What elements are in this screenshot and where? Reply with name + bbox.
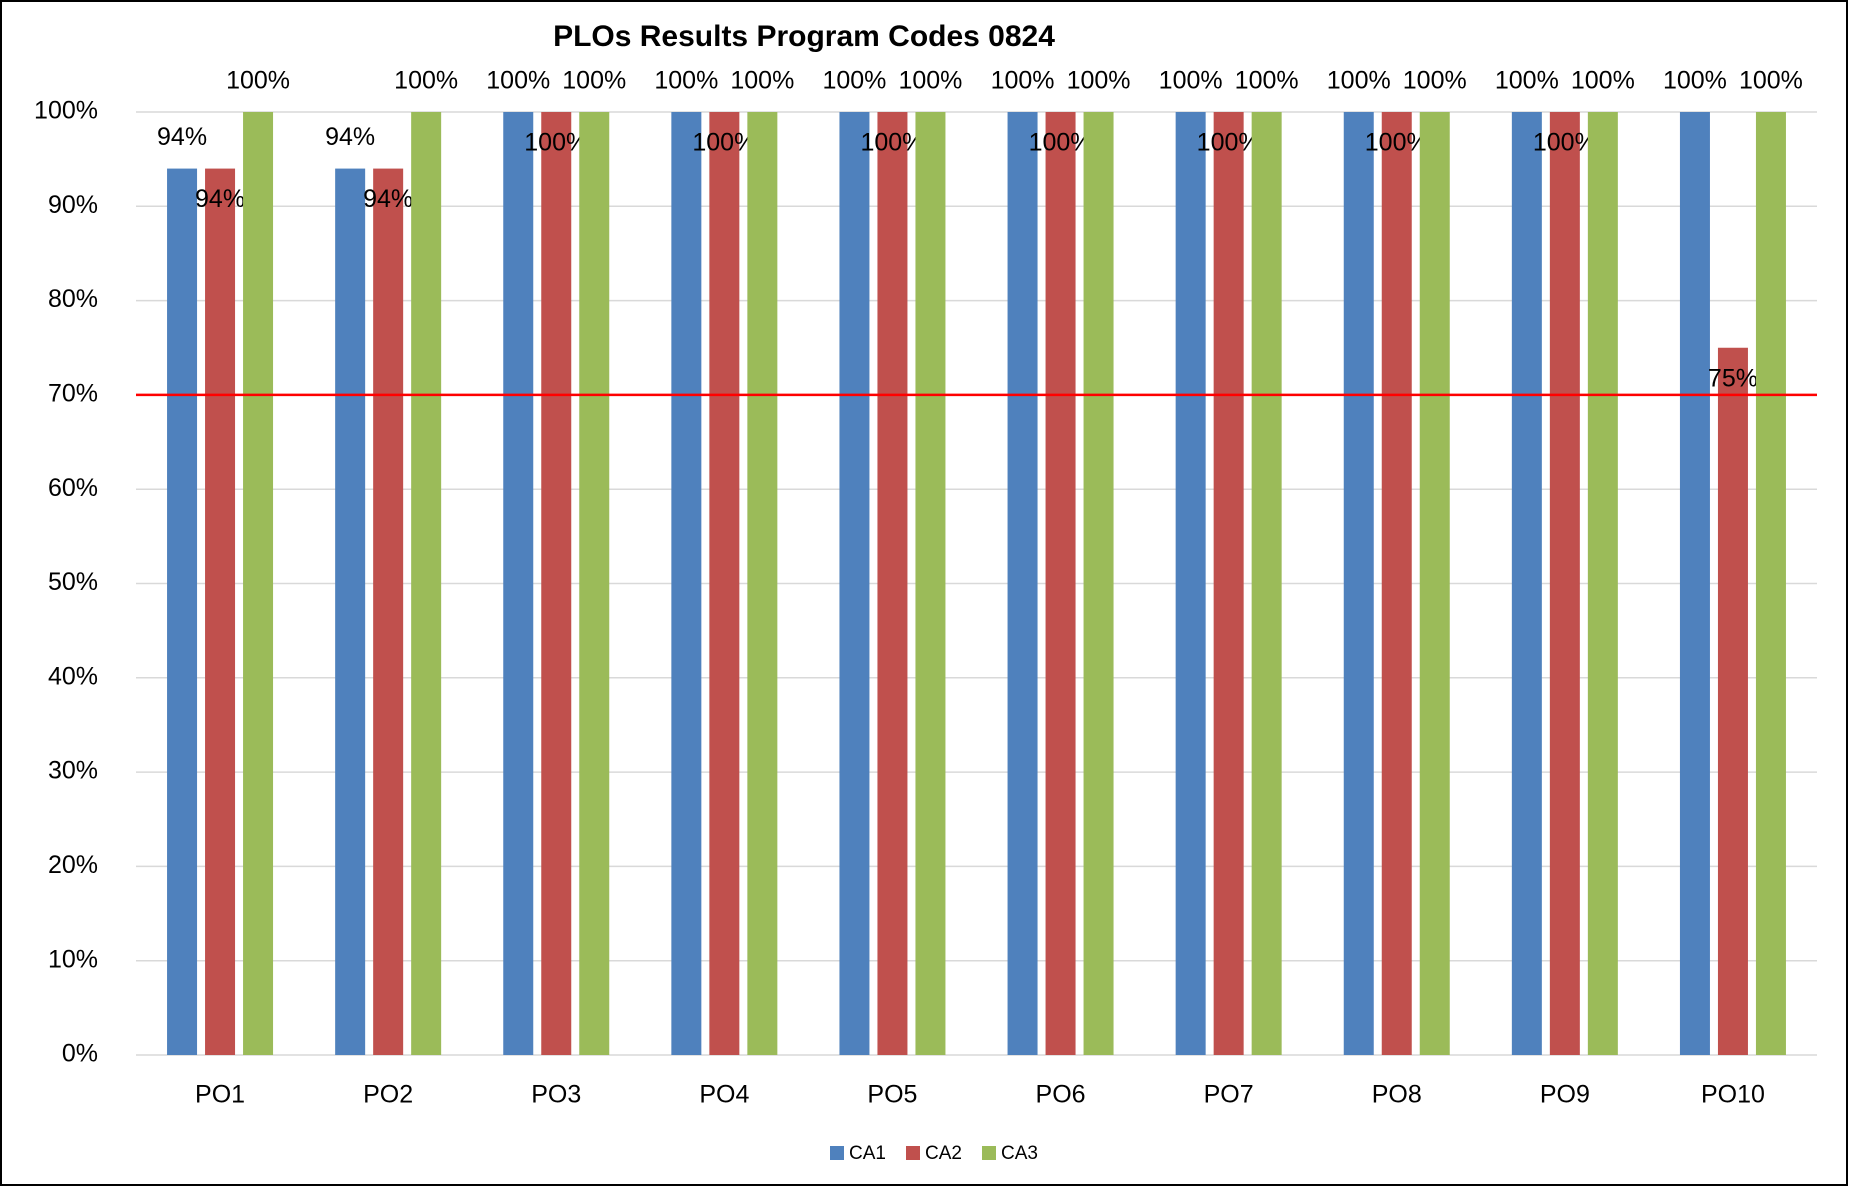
data-label: 100% — [1235, 67, 1299, 95]
data-label: 100% — [898, 67, 962, 95]
bar — [747, 112, 778, 1055]
data-label: 94% — [325, 123, 375, 151]
bar — [709, 112, 740, 1055]
bar — [411, 112, 442, 1055]
bar — [1045, 112, 1076, 1055]
x-tick-label: PO3 — [531, 1081, 581, 1109]
data-label: 100% — [394, 67, 458, 95]
y-tick-label: 10% — [48, 945, 98, 973]
bar — [1511, 112, 1542, 1055]
legend-swatch — [906, 1146, 920, 1160]
data-label: 75% — [1708, 364, 1758, 392]
bar — [1251, 112, 1282, 1055]
y-tick-label: 0% — [62, 1040, 98, 1068]
data-label: 100% — [860, 129, 924, 157]
x-tick-label: PO6 — [1036, 1081, 1086, 1109]
bar — [1007, 112, 1038, 1055]
bar — [1175, 112, 1206, 1055]
data-label: 94% — [363, 185, 413, 213]
bar — [1419, 112, 1450, 1055]
y-tick-label: 60% — [48, 474, 98, 502]
data-label: 100% — [991, 67, 1055, 95]
data-label: 100% — [226, 67, 290, 95]
bar — [205, 168, 236, 1055]
data-label: 100% — [1571, 67, 1635, 95]
y-tick-label: 100% — [34, 97, 98, 125]
bar — [1213, 112, 1244, 1055]
x-tick-label: PO1 — [195, 1081, 245, 1109]
bar — [671, 112, 702, 1055]
y-tick-label: 40% — [48, 662, 98, 690]
x-tick-label: PO8 — [1372, 1081, 1422, 1109]
data-label: 100% — [1159, 67, 1223, 95]
data-label: 94% — [157, 123, 207, 151]
bar — [877, 112, 908, 1055]
bar — [503, 112, 534, 1055]
bar — [1717, 347, 1748, 1055]
data-label: 100% — [1067, 67, 1131, 95]
y-tick-label: 20% — [48, 851, 98, 879]
data-label: 100% — [1029, 129, 1093, 157]
bar — [1343, 112, 1374, 1055]
bar — [1083, 112, 1114, 1055]
x-tick-label: PO2 — [363, 1081, 413, 1109]
bar — [373, 168, 404, 1055]
data-label: 100% — [1663, 67, 1727, 95]
x-tick-label: PO4 — [699, 1081, 749, 1109]
data-label: 100% — [692, 129, 756, 157]
y-tick-label: 70% — [48, 380, 98, 408]
bar — [1549, 112, 1580, 1055]
y-tick-label: 50% — [48, 568, 98, 596]
data-label: 100% — [486, 67, 550, 95]
legend-swatch — [830, 1146, 844, 1160]
data-label: 100% — [822, 67, 886, 95]
bar — [839, 112, 870, 1055]
bar — [167, 168, 198, 1055]
bar — [335, 168, 366, 1055]
x-tick-label: PO5 — [867, 1081, 917, 1109]
data-label: 100% — [654, 67, 718, 95]
data-label: 100% — [1533, 129, 1597, 157]
bar — [1755, 112, 1786, 1055]
y-tick-label: 90% — [48, 191, 98, 219]
legend-swatch — [982, 1146, 996, 1160]
data-label: 100% — [1495, 67, 1559, 95]
bar — [243, 112, 274, 1055]
legend-label: CA1 — [849, 1143, 886, 1164]
bar — [1587, 112, 1618, 1055]
bar — [1679, 112, 1710, 1055]
x-tick-label: PO10 — [1701, 1081, 1765, 1109]
legend-label: CA2 — [925, 1143, 962, 1164]
chart-title: PLOs Results Program Codes 0824 — [553, 20, 1055, 53]
data-label: 100% — [1739, 67, 1803, 95]
bar — [915, 112, 946, 1055]
data-label: 100% — [524, 129, 588, 157]
y-tick-label: 80% — [48, 285, 98, 313]
legend-label: CA3 — [1001, 1143, 1038, 1164]
data-label: 94% — [195, 185, 245, 213]
data-label: 100% — [1365, 129, 1429, 157]
y-tick-label: 30% — [48, 757, 98, 785]
data-label: 100% — [1197, 129, 1261, 157]
x-tick-label: PO9 — [1540, 1081, 1590, 1109]
data-label: 100% — [562, 67, 626, 95]
bar — [579, 112, 610, 1055]
x-tick-label: PO7 — [1204, 1081, 1254, 1109]
data-label: 100% — [730, 67, 794, 95]
data-label: 100% — [1327, 67, 1391, 95]
data-label: 100% — [1403, 67, 1467, 95]
bar — [541, 112, 572, 1055]
bar — [1381, 112, 1412, 1055]
